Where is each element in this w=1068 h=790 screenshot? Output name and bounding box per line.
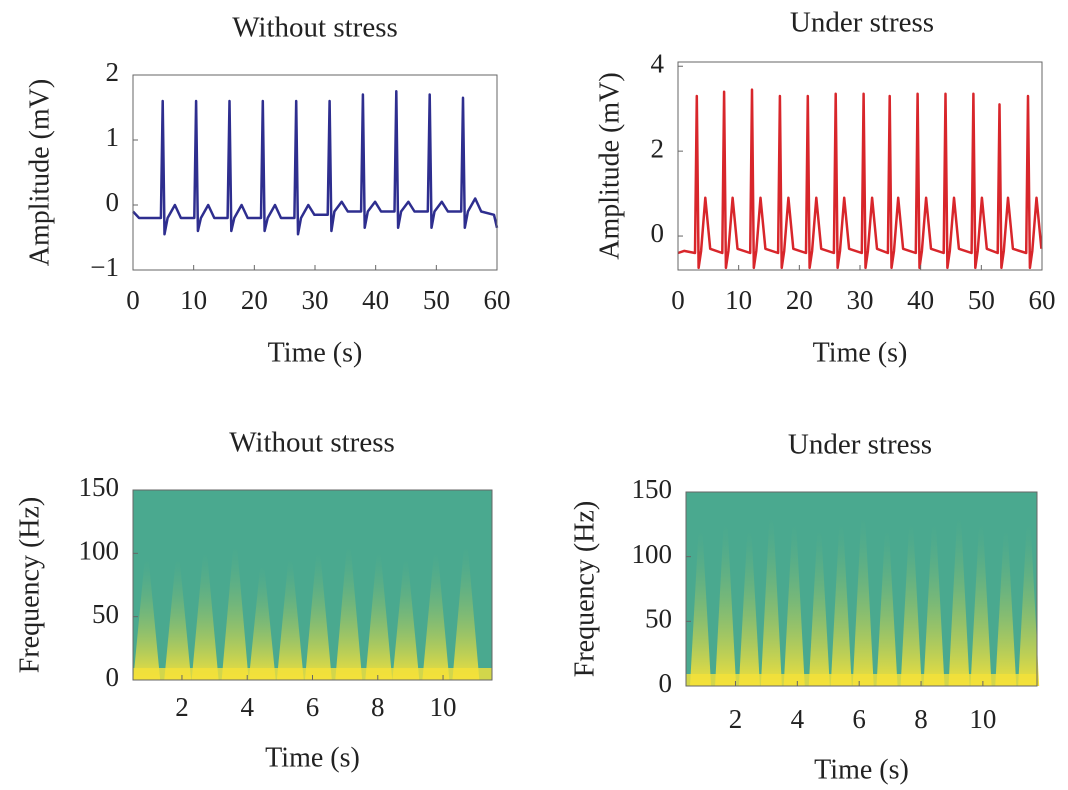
frequency-spike bbox=[970, 524, 992, 686]
y-axis-label: Frequency (Hz) bbox=[14, 497, 45, 673]
y-tick-label: 4 bbox=[651, 48, 665, 78]
line-series bbox=[132, 90, 499, 236]
x-tick-label: 4 bbox=[791, 704, 805, 734]
y-axis-label: Amplitude (mV) bbox=[24, 79, 55, 266]
y-tick-label: 50 bbox=[92, 599, 119, 629]
x-axis-label: Time (s) bbox=[265, 742, 360, 773]
frequency-spike bbox=[808, 530, 830, 686]
x-tick-label: 20 bbox=[241, 285, 268, 315]
x-tick-label: 20 bbox=[786, 285, 813, 315]
frequency-spike bbox=[852, 517, 874, 686]
x-tick-label: 10 bbox=[430, 692, 457, 722]
x-tick-label: 6 bbox=[306, 692, 320, 722]
frequency-spike bbox=[221, 547, 249, 680]
frequency-spike bbox=[783, 524, 805, 686]
x-tick-label: 4 bbox=[240, 692, 254, 722]
low-frequency-band bbox=[133, 668, 492, 680]
frequency-spike bbox=[452, 547, 480, 680]
frequency-spike bbox=[422, 553, 450, 680]
x-tick-label: 2 bbox=[175, 692, 189, 722]
y-tick-label: 1 bbox=[106, 122, 120, 152]
chart-title: Under stress bbox=[790, 7, 934, 39]
frequency-spike bbox=[900, 524, 922, 686]
frequency-spike bbox=[164, 559, 192, 680]
x-tick-label: 40 bbox=[907, 285, 934, 315]
frequency-spike bbox=[133, 559, 161, 680]
y-tick-label: 0 bbox=[106, 662, 120, 692]
plot-area bbox=[133, 75, 497, 270]
plot-frame bbox=[685, 491, 1038, 687]
y-tick-label: 100 bbox=[79, 536, 120, 566]
y-tick-label: 2 bbox=[106, 57, 120, 87]
frequency-spike bbox=[923, 524, 945, 686]
y-tick-label: 0 bbox=[651, 218, 665, 248]
frequency-spike bbox=[995, 530, 1017, 686]
frequency-spike bbox=[335, 547, 363, 680]
x-tick-label: 30 bbox=[302, 285, 329, 315]
y-tick-label: 2 bbox=[651, 133, 665, 163]
low-frequency-band bbox=[686, 674, 1037, 686]
x-axis-label: Time (s) bbox=[268, 337, 363, 368]
x-tick-label: 6 bbox=[852, 704, 866, 734]
x-tick-label: 60 bbox=[1029, 285, 1056, 315]
y-tick-label: 150 bbox=[79, 472, 120, 502]
x-axis-label: Time (s) bbox=[813, 337, 908, 368]
x-tick-label: 2 bbox=[729, 704, 743, 734]
x-tick-label: 50 bbox=[423, 285, 450, 315]
frequency-spike bbox=[304, 553, 332, 680]
y-tick-label: 0 bbox=[106, 187, 120, 217]
plot-area bbox=[678, 62, 1042, 270]
frequency-spike bbox=[392, 559, 420, 680]
frequency-spike bbox=[760, 517, 782, 686]
frequency-spike bbox=[276, 559, 304, 680]
y-tick-label: −1 bbox=[90, 252, 119, 282]
x-tick-label: 10 bbox=[725, 285, 752, 315]
frequency-spike bbox=[738, 530, 760, 686]
line-series bbox=[677, 88, 1043, 270]
x-tick-label: 30 bbox=[847, 285, 874, 315]
x-axis-label: Time (s) bbox=[814, 754, 909, 785]
chart-title: Without stress bbox=[232, 12, 398, 44]
y-axis-label: Frequency (Hz) bbox=[569, 501, 600, 677]
y-tick-label: 100 bbox=[632, 539, 673, 569]
frequency-spike bbox=[830, 524, 852, 686]
x-tick-label: 0 bbox=[671, 285, 685, 315]
x-tick-label: 8 bbox=[371, 692, 385, 722]
frequency-spike bbox=[365, 553, 393, 680]
chart-title: Without stress bbox=[229, 427, 395, 459]
x-tick-label: 8 bbox=[914, 704, 928, 734]
frequency-spike bbox=[876, 530, 898, 686]
y-axis-label: Amplitude (mV) bbox=[594, 72, 625, 259]
y-tick-label: 150 bbox=[632, 474, 673, 504]
x-tick-label: 50 bbox=[968, 285, 995, 315]
frequency-spike bbox=[690, 530, 712, 686]
frequency-spike bbox=[1018, 524, 1040, 686]
frequency-spike bbox=[715, 524, 737, 686]
frequency-spike bbox=[191, 553, 219, 680]
y-tick-label: 50 bbox=[645, 604, 672, 634]
x-tick-label: 40 bbox=[362, 285, 389, 315]
x-tick-label: 10 bbox=[969, 704, 996, 734]
frequency-spike bbox=[948, 517, 970, 686]
y-tick-label: 0 bbox=[659, 668, 673, 698]
x-tick-label: 10 bbox=[180, 285, 207, 315]
chart-title: Under stress bbox=[788, 429, 932, 461]
frequency-spike bbox=[248, 566, 276, 680]
x-tick-label: 60 bbox=[484, 285, 511, 315]
x-tick-label: 0 bbox=[126, 285, 140, 315]
